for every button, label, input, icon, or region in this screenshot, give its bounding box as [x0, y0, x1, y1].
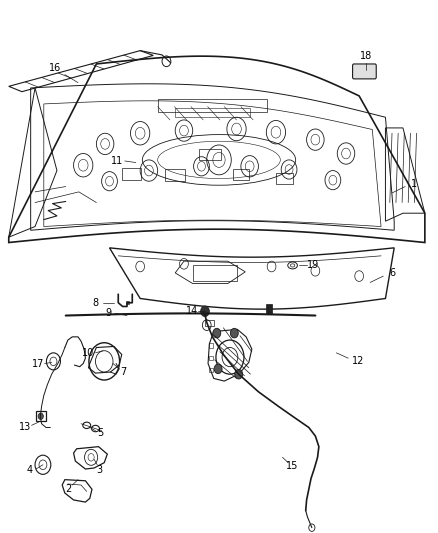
- Bar: [209, 368, 213, 372]
- Text: 13: 13: [19, 423, 32, 432]
- Text: 8: 8: [92, 298, 99, 308]
- Text: 16: 16: [49, 63, 61, 73]
- Bar: [121, 168, 141, 180]
- Bar: [199, 149, 221, 160]
- Text: 4: 4: [27, 465, 33, 475]
- Text: 3: 3: [97, 465, 103, 475]
- Bar: [209, 356, 213, 360]
- Text: 12: 12: [352, 357, 364, 366]
- Circle shape: [213, 328, 221, 338]
- Text: 19: 19: [307, 261, 319, 270]
- Text: 11: 11: [111, 156, 124, 166]
- Text: 5: 5: [97, 428, 103, 438]
- Circle shape: [230, 328, 238, 338]
- Circle shape: [201, 306, 209, 317]
- Bar: [175, 108, 250, 117]
- Bar: [276, 173, 293, 184]
- Bar: [36, 411, 46, 421]
- Circle shape: [214, 364, 222, 374]
- Text: 6: 6: [389, 268, 395, 278]
- Text: 9: 9: [106, 309, 112, 318]
- Text: 17: 17: [32, 359, 45, 368]
- FancyBboxPatch shape: [353, 64, 376, 79]
- Bar: [209, 343, 213, 348]
- Circle shape: [38, 413, 43, 419]
- Text: 15: 15: [286, 462, 299, 471]
- Bar: [233, 169, 249, 180]
- Text: 2: 2: [65, 484, 71, 494]
- Circle shape: [235, 369, 243, 379]
- Bar: [205, 320, 214, 326]
- Text: 10: 10: [82, 348, 95, 358]
- Text: 18: 18: [360, 51, 372, 61]
- Bar: [166, 169, 185, 181]
- Text: 1: 1: [411, 179, 417, 189]
- Bar: [193, 265, 237, 281]
- Bar: [158, 99, 267, 112]
- Text: 14: 14: [186, 306, 198, 316]
- Text: 7: 7: [120, 367, 127, 377]
- Bar: [266, 304, 272, 314]
- Bar: [126, 301, 129, 304]
